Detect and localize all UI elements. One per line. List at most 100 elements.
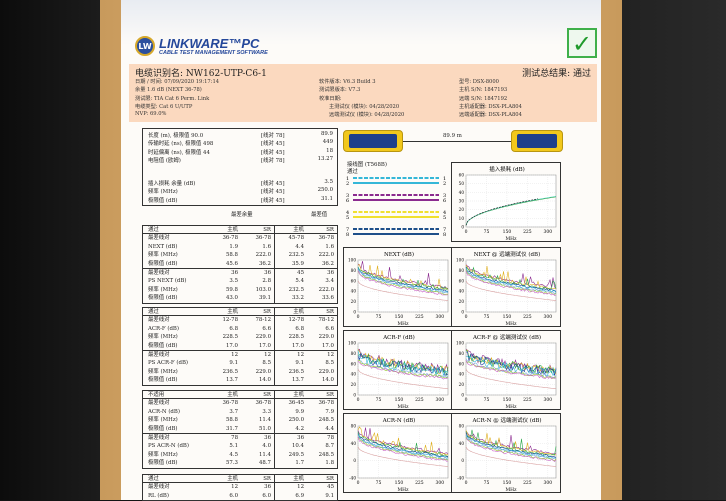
- wire-pin-label: 6: [346, 198, 349, 204]
- wire-pin-label: 4: [346, 210, 349, 216]
- table-cell: 78-12: [241, 316, 275, 325]
- y-tick-label: 20: [459, 299, 465, 304]
- wire-pin-label: 8: [346, 232, 349, 238]
- summary-band: 电缆识别名: NW162-UTP-C6-1 测试总结果: 通过 日期 / 时间:…: [129, 64, 597, 122]
- data-line: [357, 436, 449, 462]
- link-length: 89.9 m: [443, 133, 462, 139]
- data-line: [465, 270, 557, 296]
- table-group: 最差线对 12 36 12 45 RL (dB) 6.0 6.0 6.9 9.1: [143, 483, 337, 501]
- data-line: [465, 269, 557, 295]
- table-cell: 36-78: [222, 235, 238, 242]
- table-row: 频率 (MHz) 59.8 103.0 232.5 222.0: [143, 285, 337, 295]
- x-tick-label: 75: [376, 314, 382, 320]
- table-cell: 222.0: [241, 251, 275, 260]
- x-axis-label: MHz: [506, 487, 518, 493]
- table-row: 最差线对 12 12 12 12: [143, 350, 337, 360]
- table-cell: 6.6: [325, 325, 334, 332]
- table-header-cell: 不适用: [148, 392, 165, 398]
- table-cell: PS ACR-N (dB): [148, 443, 189, 450]
- x-tick-label: 225: [523, 314, 532, 320]
- x-axis-label: MHz: [398, 321, 410, 327]
- table-cell: 33.6: [321, 295, 334, 302]
- x-tick-label: 150: [503, 229, 512, 235]
- wire-pin-label: 1: [443, 176, 446, 182]
- data-line: [465, 430, 557, 455]
- table-cell: 3.7: [229, 408, 238, 415]
- summary-field: 测试限: TIA Cat 6 Perm. Link: [135, 95, 210, 102]
- table-cell: 最差线对: [148, 235, 170, 242]
- table-header-cell: 主机: [227, 227, 238, 233]
- x-tick-label: 0: [465, 397, 468, 403]
- x-tick-label: 300: [544, 480, 553, 486]
- data-line: [465, 437, 557, 463]
- table-row: 极限值 (dB) 45.6 36.2 35.9 36.2: [143, 259, 337, 268]
- y-tick-label: 0: [461, 393, 464, 398]
- measurement-pair: [线对 45]: [261, 189, 285, 196]
- measurement-value: 89.9: [320, 131, 333, 137]
- table-header-cell: 主机: [227, 309, 238, 315]
- table-cell: 17.0: [241, 341, 275, 350]
- wire-pin-label: 5: [346, 215, 349, 221]
- table-cell: 9.1: [295, 360, 304, 367]
- y-tick-label: 80: [351, 351, 357, 356]
- table-cell: 248.5: [318, 451, 334, 458]
- measurement-value: 3.5: [324, 179, 333, 185]
- y-tick-label: 100: [348, 258, 356, 263]
- limit-line: [465, 446, 557, 467]
- table-cell: 232.5: [288, 252, 304, 259]
- cable-line: [403, 141, 511, 142]
- table-cell: 33.2: [291, 295, 304, 302]
- data-line: [465, 436, 557, 460]
- data-line: [357, 348, 449, 374]
- table-cell: 250.0: [288, 417, 304, 424]
- table-cell: 12: [231, 484, 238, 491]
- y-tick-label: 80: [459, 351, 465, 356]
- table-cell: 36-78: [222, 400, 238, 407]
- measurement-label: 极限值 (dB): [148, 197, 178, 204]
- data-line: [357, 267, 449, 293]
- table-cell: 12: [297, 484, 304, 491]
- data-line: [465, 360, 557, 380]
- table-cell: 36.2: [321, 260, 334, 267]
- y-tick-label: 40: [459, 190, 465, 195]
- x-tick-label: 225: [523, 397, 532, 403]
- table-cell: 最差线对: [148, 434, 170, 441]
- table-cell: 1.8: [325, 460, 334, 467]
- table-cell: 1.9: [229, 243, 238, 250]
- table-cell: ACR-N (dB): [148, 408, 180, 415]
- table-row: 最差线对 12-78 78-12 12-78 78-12: [143, 316, 337, 325]
- background-right: [622, 0, 726, 500]
- x-tick-label: 150: [395, 397, 404, 403]
- brand-subtitle: CABLE TEST MANAGEMENT SOFTWARE: [159, 49, 268, 56]
- x-tick-label: 300: [544, 397, 553, 403]
- wire-pin-label: 3: [346, 193, 349, 199]
- y-tick-label: 80: [459, 268, 465, 273]
- background-left: [0, 0, 100, 500]
- brand-name: LINKWARE™PC: [159, 35, 260, 51]
- table-cell: 36-45: [288, 400, 304, 407]
- table-cell: 229.0: [318, 334, 334, 341]
- table-header-row: 通过 主机 SR 主机 SR: [143, 226, 337, 235]
- table-group: 最差线对 12-78 78-12 12-78 78-12 ACR-F (dB) 6.8 6.6…: [143, 316, 337, 350]
- x-tick-label: 150: [503, 314, 512, 320]
- y-tick-label: 0: [461, 225, 464, 230]
- lw-logo-icon: LW: [135, 36, 155, 56]
- table-cell: 6.0: [229, 492, 238, 499]
- table-cell: 8.5: [325, 360, 334, 367]
- table-header-cell: 主机: [227, 392, 238, 398]
- table-cell: 极限值 (dB): [148, 260, 178, 267]
- table-cell: 7.9: [325, 408, 334, 415]
- table-row: 最差线对 36-78 36-78 45-78 36-78: [143, 234, 337, 243]
- wire-pin-label: 6: [443, 198, 446, 204]
- table-cell: 极限值 (dB): [148, 295, 178, 302]
- y-tick-label: 40: [351, 289, 357, 294]
- table-cell: 6.0: [241, 491, 275, 501]
- summary-field: 主测试仪 (模块): 04/28/2020: [329, 103, 400, 110]
- table-cell: 229.0: [241, 367, 275, 377]
- limit-line: [357, 446, 449, 467]
- table-cell: 4.4: [295, 243, 304, 250]
- measurement-value: 250.0: [317, 187, 333, 194]
- table-cell: 2.8: [241, 277, 275, 286]
- table-cell: 3.5: [229, 278, 238, 285]
